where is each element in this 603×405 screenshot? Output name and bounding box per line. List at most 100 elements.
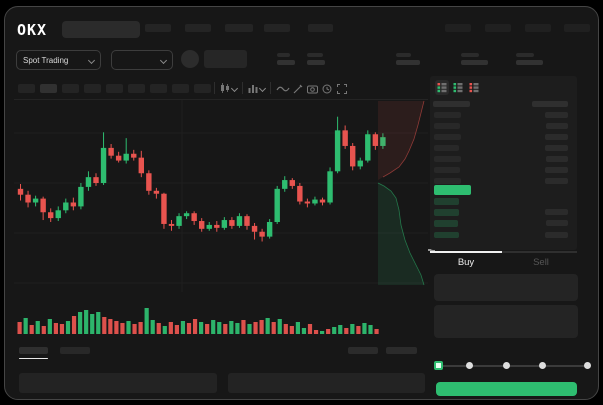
bid-row-amount[interactable] bbox=[546, 220, 568, 227]
slider-handle[interactable] bbox=[433, 361, 443, 370]
market-type-selector[interactable]: Spot Trading bbox=[16, 50, 101, 70]
nav-item[interactable] bbox=[445, 24, 471, 32]
nav-item[interactable] bbox=[308, 24, 333, 32]
interval-pill[interactable] bbox=[40, 84, 57, 93]
nav-item[interactable] bbox=[564, 24, 590, 32]
ask-row-amount[interactable] bbox=[545, 134, 568, 140]
stat-value bbox=[461, 60, 488, 65]
price-input[interactable] bbox=[434, 274, 578, 301]
nav-item[interactable] bbox=[264, 24, 290, 32]
ask-row-amount[interactable] bbox=[545, 178, 568, 184]
bottom-tab[interactable] bbox=[60, 347, 90, 354]
pair-selector[interactable] bbox=[111, 50, 173, 70]
ask-row-price[interactable] bbox=[434, 145, 459, 151]
interval-pill[interactable] bbox=[18, 84, 35, 93]
ask-row-price[interactable] bbox=[434, 123, 460, 129]
chevron-down-icon bbox=[258, 84, 267, 92]
ask-row-amount[interactable] bbox=[546, 123, 568, 129]
candlestick-chart[interactable] bbox=[14, 100, 428, 292]
ask-row-amount[interactable] bbox=[546, 156, 568, 162]
bid-row-amount[interactable] bbox=[545, 231, 568, 238]
toolbar-divider bbox=[270, 82, 271, 94]
tab-sell[interactable]: Sell bbox=[533, 257, 549, 268]
stat-label bbox=[396, 53, 411, 57]
stat-label bbox=[516, 53, 534, 57]
interval-pill[interactable] bbox=[128, 84, 145, 93]
tabs-border bbox=[430, 251, 577, 253]
bottom-tab[interactable] bbox=[19, 347, 48, 354]
stat-label bbox=[307, 53, 323, 57]
interval-pill[interactable] bbox=[84, 84, 101, 93]
chevron-down-icon bbox=[159, 56, 168, 64]
okx-logo: OKX bbox=[17, 21, 48, 39]
search-input[interactable] bbox=[62, 21, 140, 38]
slider-stop[interactable] bbox=[502, 362, 510, 369]
buy-button[interactable] bbox=[436, 382, 577, 396]
ask-row-price[interactable] bbox=[434, 178, 461, 184]
nav-item[interactable] bbox=[185, 24, 211, 32]
toolbar-divider bbox=[242, 82, 243, 94]
book-bids-view-icon[interactable] bbox=[451, 80, 465, 95]
buy-tab-underline bbox=[430, 250, 502, 253]
stat-value bbox=[516, 60, 543, 65]
stat-value bbox=[396, 60, 420, 65]
pair-name-placeholder[interactable] bbox=[204, 50, 247, 68]
interval-pill[interactable] bbox=[194, 84, 211, 93]
nav-item[interactable] bbox=[525, 24, 551, 32]
ask-row-price[interactable] bbox=[434, 156, 461, 162]
depth-overlay bbox=[377, 100, 425, 286]
chevron-down-icon bbox=[87, 56, 96, 64]
book-split-view-icon[interactable] bbox=[435, 80, 449, 95]
stat-value bbox=[277, 60, 295, 65]
book-header-amount bbox=[532, 101, 568, 107]
bid-row-price[interactable] bbox=[434, 198, 459, 205]
stat-label bbox=[277, 53, 290, 57]
ask-row-amount[interactable] bbox=[545, 112, 568, 118]
toolbar-border bbox=[14, 99, 428, 100]
interval-pill[interactable] bbox=[106, 84, 123, 93]
chevron-down-icon bbox=[230, 84, 239, 92]
bid-row-price[interactable] bbox=[434, 231, 459, 239]
stat-label bbox=[461, 53, 479, 57]
amount-slider-track[interactable] bbox=[438, 364, 587, 367]
history-icon[interactable] bbox=[322, 84, 332, 94]
price-scale-handle[interactable] bbox=[428, 249, 435, 251]
bottom-action-pill[interactable] bbox=[386, 346, 417, 354]
bid-row-price[interactable] bbox=[434, 209, 459, 216]
stat-value bbox=[307, 60, 325, 65]
expand-icon[interactable] bbox=[337, 84, 347, 94]
ask-row-price[interactable] bbox=[434, 167, 460, 173]
slider-stop[interactable] bbox=[465, 362, 473, 369]
interval-pill[interactable] bbox=[150, 84, 167, 93]
ask-row-amount[interactable] bbox=[545, 167, 568, 173]
ask-row-amount[interactable] bbox=[545, 145, 568, 151]
draw-tool-icon[interactable] bbox=[293, 84, 303, 94]
nav-item[interactable] bbox=[225, 24, 253, 32]
book-header-price bbox=[433, 101, 470, 107]
coin-avatar bbox=[181, 50, 199, 68]
bid-row-price[interactable] bbox=[434, 220, 458, 227]
nav-item[interactable] bbox=[145, 24, 171, 32]
last-price-bar[interactable] bbox=[434, 184, 471, 195]
interval-pill[interactable] bbox=[172, 84, 189, 93]
amount-input[interactable] bbox=[434, 305, 578, 338]
volume-chart[interactable] bbox=[14, 292, 428, 336]
ask-row-price[interactable] bbox=[434, 134, 461, 140]
camera-icon[interactable] bbox=[307, 84, 318, 94]
candle-type-icon[interactable] bbox=[220, 83, 239, 93]
indicator-icon[interactable] bbox=[248, 83, 267, 93]
bottom-info-panel bbox=[228, 373, 425, 393]
line-tool-icon[interactable] bbox=[276, 84, 290, 94]
slider-stop[interactable] bbox=[538, 362, 546, 369]
bottom-action-pill[interactable] bbox=[348, 346, 378, 354]
bid-row-amount[interactable] bbox=[545, 209, 568, 216]
toolbar-divider bbox=[214, 82, 215, 94]
ask-row-price[interactable] bbox=[434, 112, 461, 118]
tab-buy[interactable]: Buy bbox=[457, 257, 475, 268]
market-type-label: Spot Trading bbox=[23, 55, 69, 65]
bottom-tab-underline bbox=[19, 357, 48, 359]
slider-stop[interactable] bbox=[583, 362, 591, 369]
nav-item[interactable] bbox=[485, 24, 511, 32]
book-asks-view-icon[interactable] bbox=[467, 80, 481, 95]
interval-pill[interactable] bbox=[62, 84, 79, 93]
